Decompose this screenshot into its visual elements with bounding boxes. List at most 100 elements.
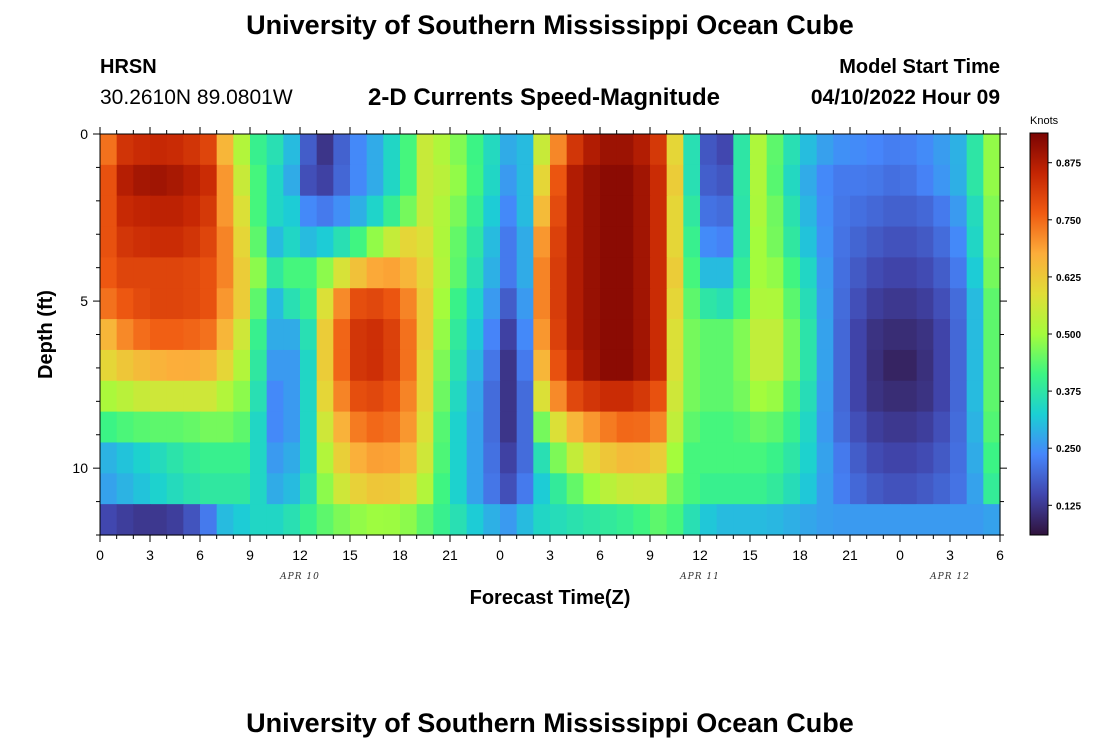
colorbar-tick-label: 0.500: [1056, 330, 1081, 341]
heatmap-cell: [550, 442, 568, 474]
heatmap-cell: [666, 134, 684, 166]
heatmap-cell: [833, 380, 851, 413]
heatmap-cell: [100, 319, 118, 351]
heatmap-cell: [483, 226, 501, 258]
heatmap-cell: [600, 349, 618, 382]
heatmap-cell: [150, 380, 168, 413]
heatmap-cell: [933, 195, 951, 228]
heatmap-cell: [850, 226, 868, 258]
x-tick-label: 6: [996, 547, 1004, 563]
heatmap-cell: [233, 195, 251, 228]
heatmap-cell: [450, 473, 468, 505]
heatmap-cell: [483, 134, 501, 166]
chart-title: University of Southern Mississippi Ocean…: [246, 10, 854, 40]
heatmap-cell: [416, 411, 434, 444]
heatmap-cell: [166, 195, 184, 228]
heatmap-cell: [750, 473, 768, 505]
heatmap-cell: [216, 473, 234, 505]
heatmap-cell: [300, 226, 318, 258]
heatmap-cell: [333, 380, 351, 413]
heatmap-cell: [650, 134, 668, 166]
heatmap-cell: [933, 226, 951, 258]
colorbar: [1029, 132, 1049, 536]
heatmap-cell: [283, 134, 301, 166]
heatmap-cell: [566, 195, 584, 228]
heatmap-cell: [833, 195, 851, 228]
heatmap-cell: [966, 134, 984, 166]
heatmap-cell: [966, 195, 984, 228]
y-axis: 0 5 10: [72, 126, 1007, 536]
heatmap-cell: [883, 288, 901, 320]
heatmap-cell: [633, 319, 651, 351]
heatmap-cell: [416, 380, 434, 413]
heatmap-cell: [583, 380, 601, 413]
x-tick-label: 18: [792, 547, 808, 563]
heatmap-cell: [283, 164, 301, 197]
heatmap-cell: [150, 226, 168, 258]
heatmap-cell: [366, 411, 384, 444]
heatmap-cell: [766, 164, 784, 197]
heatmap-cell: [950, 134, 968, 166]
heatmap-cell: [966, 473, 984, 505]
heatmap-cell: [883, 504, 901, 536]
heatmap-cell: [466, 288, 484, 320]
heatmap-chart: 0 3 6 9 12 15 18 21 0 3 6 9 12 15 18 21 0 3 6 APR 10 APR 11 A…: [35, 115, 1081, 609]
heatmap-cell: [500, 319, 518, 351]
heatmap-cell: [400, 442, 418, 474]
heatmap-cell: [383, 134, 401, 166]
heatmap-cell: [533, 257, 551, 289]
x-tick-label: 0: [496, 547, 504, 563]
heatmap-cell: [433, 473, 451, 505]
heatmap-cell: [283, 195, 301, 228]
heatmap-cell: [433, 226, 451, 258]
heatmap-cell: [400, 349, 418, 382]
heatmap-cell: [266, 504, 284, 536]
heatmap-cell: [766, 226, 784, 258]
heatmap-cell: [366, 164, 384, 197]
heatmap-cell: [750, 504, 768, 536]
heatmap-cell: [250, 349, 268, 382]
heatmap-cell: [150, 195, 168, 228]
heatmap-cell: [116, 442, 134, 474]
heatmap-cell: [250, 411, 268, 444]
heatmap-cell: [933, 288, 951, 320]
heatmap-cell: [583, 349, 601, 382]
heatmap-cell: [233, 226, 251, 258]
x-date-label: APR 11: [679, 572, 720, 582]
heatmap-cell: [900, 164, 918, 197]
heatmap-cell: [350, 164, 368, 197]
heatmap-cell: [516, 288, 534, 320]
heatmap-cell: [600, 411, 618, 444]
heatmap-cell: [500, 380, 518, 413]
heatmap-cell: [716, 319, 734, 351]
heatmap-cell: [866, 442, 884, 474]
heatmap-cell: [350, 134, 368, 166]
heatmap-cell: [150, 288, 168, 320]
heatmap-cell: [733, 473, 751, 505]
heatmap-cell: [933, 257, 951, 289]
heatmap-cell: [483, 319, 501, 351]
heatmap-cell: [750, 380, 768, 413]
heatmap-cell: [750, 195, 768, 228]
heatmap-cell: [350, 226, 368, 258]
heatmap-cell: [850, 195, 868, 228]
heatmap-cell: [833, 473, 851, 505]
heatmap-cell: [216, 319, 234, 351]
heatmap-cell: [816, 349, 834, 382]
station-coordinates: 30.2610N 89.0801W: [100, 86, 293, 109]
heatmap-cell: [650, 349, 668, 382]
heatmap-cell: [316, 164, 334, 197]
x-tick-label: 9: [246, 547, 254, 563]
colorbar-tick-label: 0.375: [1056, 387, 1081, 398]
heatmap-cell: [383, 288, 401, 320]
heatmap-cell: [916, 288, 934, 320]
heatmap-cell: [216, 164, 234, 197]
heatmap-cell: [950, 473, 968, 505]
heatmap-cell: [450, 349, 468, 382]
heatmap-cell: [183, 411, 201, 444]
heatmap-cell: [750, 226, 768, 258]
heatmap-cell: [566, 164, 584, 197]
heatmap-cell: [900, 134, 918, 166]
heatmap-cell: [233, 288, 251, 320]
heatmap-cell: [766, 380, 784, 413]
